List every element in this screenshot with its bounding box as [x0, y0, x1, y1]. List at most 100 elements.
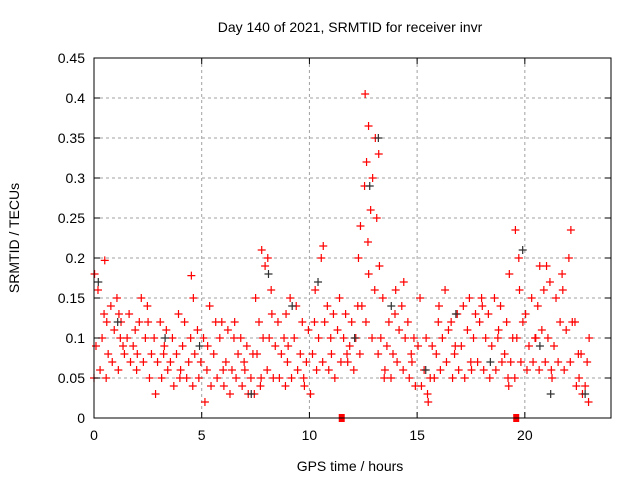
data-point-dark: [374, 134, 383, 142]
data-point-red: [300, 382, 309, 390]
data-point-red: [147, 350, 156, 358]
data-point-red: [157, 374, 166, 382]
data-point-red: [324, 366, 333, 374]
data-point-red: [172, 350, 181, 358]
data-point-red: [100, 256, 109, 265]
data-point-red: [317, 254, 326, 262]
data-point-red: [223, 326, 232, 334]
data-point-red: [372, 214, 381, 222]
data-point-red: [263, 254, 272, 262]
data-point-red: [395, 326, 404, 334]
data-point-red: [232, 374, 241, 382]
data-point-red: [308, 350, 317, 358]
data-point-red: [284, 342, 293, 350]
data-point-red: [436, 366, 445, 374]
data-point-red: [484, 310, 493, 318]
data-point-red: [311, 286, 320, 294]
data-point-red: [539, 286, 548, 294]
y-tick-label: 0.25: [58, 210, 85, 226]
data-point-red: [194, 374, 203, 382]
data-point-red: [242, 342, 251, 350]
data-point-red: [441, 286, 450, 294]
data-point-red: [215, 334, 224, 342]
data-point-red: [298, 318, 307, 326]
data-point-red: [251, 294, 260, 302]
data-point-dark: [161, 334, 170, 342]
data-point-red: [345, 342, 354, 350]
data-point-red: [491, 366, 500, 374]
data-point-red: [380, 374, 389, 382]
data-point-red: [447, 318, 456, 326]
data-point-red: [522, 366, 531, 374]
data-point-red: [123, 334, 132, 342]
data-point-red: [257, 374, 266, 382]
data-point-red: [277, 350, 286, 358]
data-point-red: [541, 358, 550, 366]
data-point-red: [428, 342, 437, 350]
data-point-red: [319, 242, 328, 250]
data-point-red: [310, 318, 319, 326]
data-point-red: [357, 302, 366, 310]
data-point-red: [409, 334, 418, 342]
x-tick-label: 10: [302, 427, 318, 443]
data-point-red: [584, 398, 593, 406]
data-point-red: [189, 294, 198, 302]
data-point-red: [504, 374, 513, 382]
data-point-red: [196, 358, 205, 366]
data-point-red: [577, 350, 586, 358]
data-point-dark: [581, 390, 590, 398]
y-axis-label: SRMTID / TECUs: [6, 183, 22, 293]
data-point-red: [361, 90, 370, 98]
data-point-red: [448, 374, 457, 382]
data-point-red: [554, 358, 563, 366]
data-point-red: [102, 318, 111, 326]
data-point-red: [125, 310, 134, 318]
data-point-red: [399, 366, 408, 374]
data-point-red: [347, 318, 356, 326]
data-point-red: [318, 358, 327, 366]
data-point-red: [384, 318, 393, 326]
data-point-red: [497, 358, 506, 366]
y-tick-label: 0.3: [66, 170, 86, 186]
data-point-dark: [365, 182, 374, 190]
data-point-red: [390, 310, 399, 318]
data-point-red: [487, 342, 496, 350]
data-point-red: [153, 358, 162, 366]
data-point-red: [547, 366, 556, 374]
data-point-red: [290, 334, 299, 342]
data-point-red: [363, 238, 372, 246]
data-point-red: [240, 358, 249, 366]
data-point-dark: [518, 246, 527, 254]
data-point-red: [535, 262, 544, 270]
data-point-red: [397, 302, 406, 310]
data-point-red: [485, 374, 494, 382]
data-point-dark: [535, 342, 544, 350]
chart-title: Day 140 of 2021, SRMTID for receiver inv…: [218, 19, 483, 35]
data-point-red: [200, 398, 209, 406]
data-point-red: [361, 318, 370, 326]
data-point-red: [131, 326, 140, 334]
data-point-red: [187, 271, 196, 280]
data-point-red: [180, 318, 189, 326]
data-point-red: [438, 334, 447, 342]
data-point-red: [521, 310, 530, 318]
data-point-red: [145, 374, 154, 382]
data-point-red: [570, 318, 579, 326]
data-point-red: [129, 342, 138, 350]
data-point-red: [527, 294, 536, 302]
y-tick-label: 0.4: [66, 90, 86, 106]
data-point-red: [151, 390, 160, 398]
data-point-red: [271, 342, 280, 350]
data-point-red: [376, 334, 385, 342]
x-tick-label: 5: [198, 427, 206, 443]
data-point-red: [141, 334, 150, 342]
data-point-red: [548, 374, 557, 382]
data-point-red: [506, 358, 515, 366]
data-point-red: [469, 334, 478, 342]
data-point-red: [219, 382, 228, 390]
data-point-red: [368, 174, 377, 182]
data-point-red: [126, 358, 135, 366]
data-point-red: [93, 286, 102, 294]
data-point-red: [209, 350, 218, 358]
data-point-red: [374, 150, 383, 158]
